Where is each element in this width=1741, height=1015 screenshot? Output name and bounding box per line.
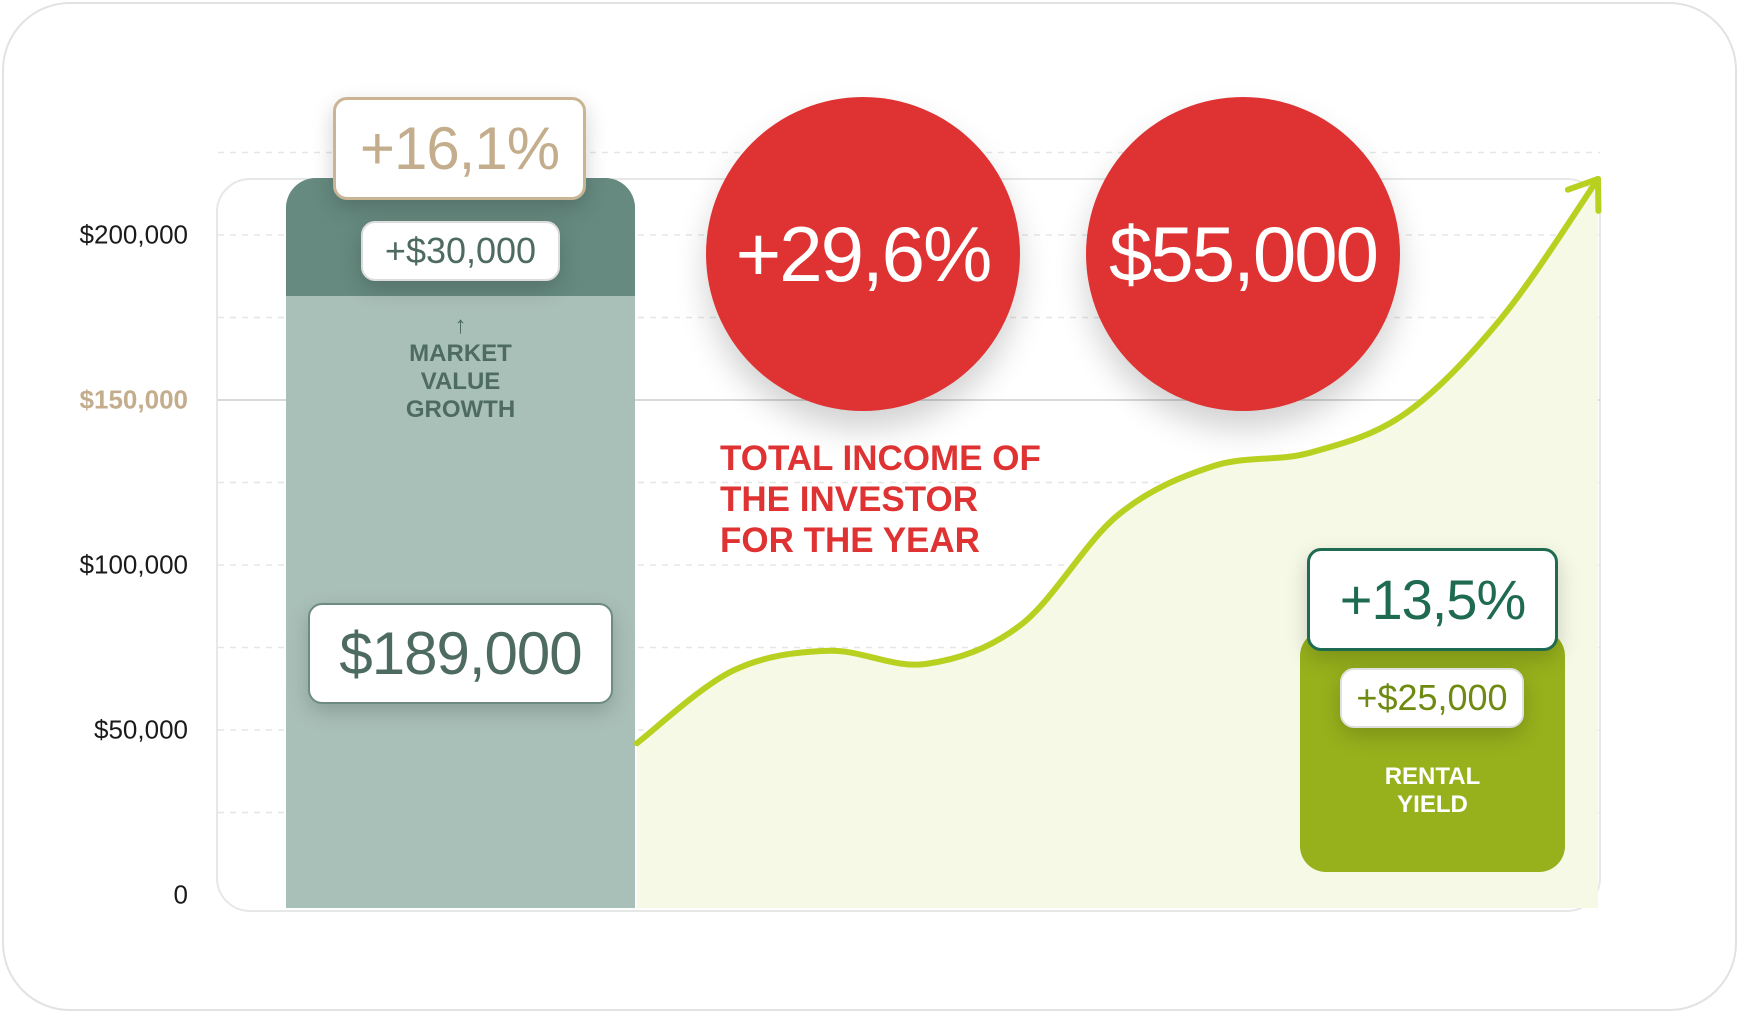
market-growth-label: MARKET VALUE GROWTH: [405, 340, 516, 423]
total-income-label: TOTAL INCOME OF THE INVESTOR FOR THE YEA…: [720, 439, 1041, 560]
y-tick-0: 0: [173, 879, 188, 910]
rental-yield-label: RENTAL YIELD: [1384, 763, 1481, 818]
up-arrow-icon: ↑: [454, 312, 467, 339]
market-growth-caption: ↑ MARKET VALUE GROWTH: [286, 312, 635, 424]
total-percent-circle: +29,6%: [706, 97, 1020, 411]
y-tick-200000: $200,000: [79, 219, 188, 250]
y-tick-150000: $150,000: [79, 384, 188, 415]
y-tick-100000: $100,000: [79, 549, 188, 580]
rental-yield-amount-tag: +$25,000: [1340, 668, 1524, 728]
total-amount-circle: $55,000: [1086, 97, 1400, 411]
market-growth-percent-tag: +16,1%: [333, 97, 586, 200]
rental-yield-percent-tag: +13,5%: [1307, 548, 1558, 651]
property-value-tag: $189,000: [308, 603, 613, 704]
property-value-bar: [286, 178, 635, 908]
rental-yield-bar: [1300, 630, 1565, 872]
y-tick-50000: $50,000: [94, 714, 188, 745]
market-growth-amount-tag: +$30,000: [361, 221, 560, 281]
